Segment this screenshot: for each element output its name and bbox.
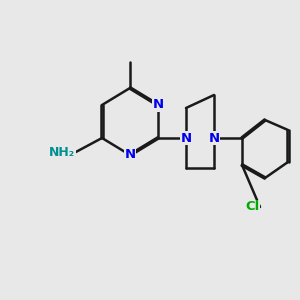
Text: N: N bbox=[152, 98, 164, 112]
Text: NH₂: NH₂ bbox=[49, 146, 75, 160]
Text: Cl: Cl bbox=[245, 200, 259, 214]
Text: N: N bbox=[180, 131, 192, 145]
Text: N: N bbox=[124, 148, 136, 161]
Text: N: N bbox=[208, 131, 220, 145]
